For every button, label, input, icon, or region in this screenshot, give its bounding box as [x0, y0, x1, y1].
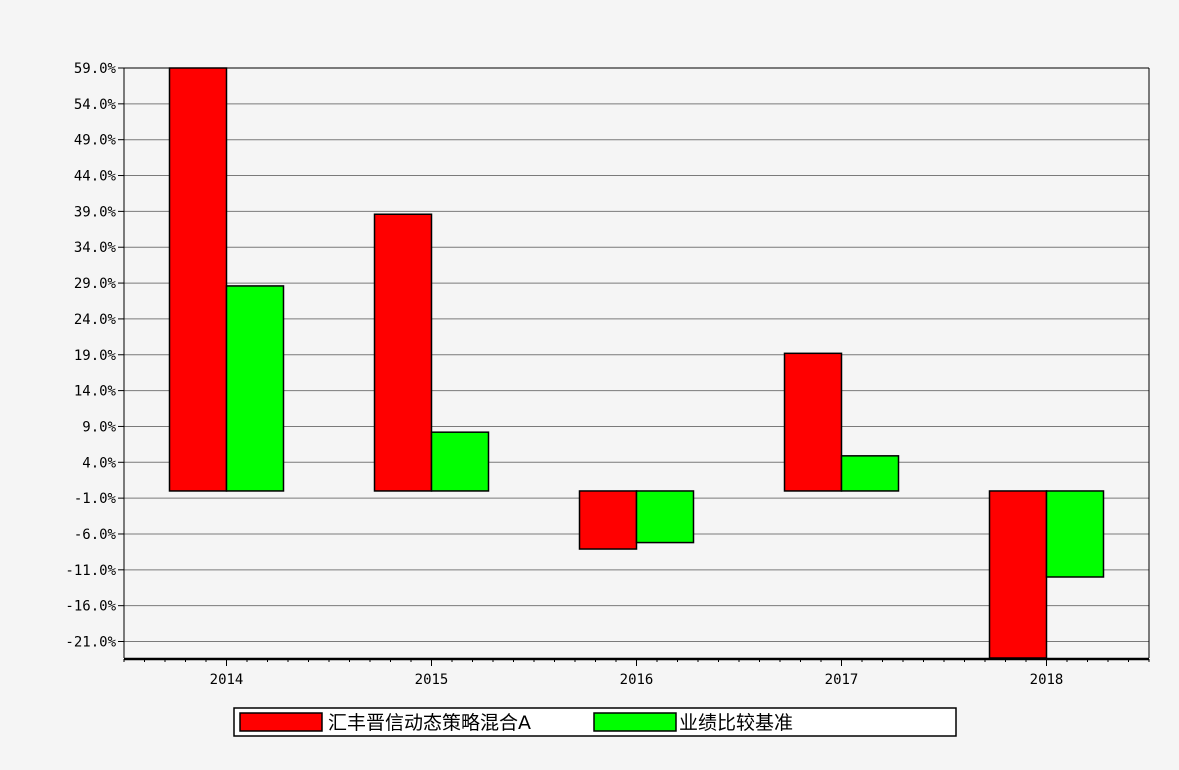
x-tick-label: 2017	[825, 672, 859, 688]
y-tick-label: -6.0%	[74, 527, 117, 543]
y-tick-label: 39.0%	[74, 204, 117, 220]
bar-benchmark-2015	[430, 431, 490, 492]
y-tick-label: 29.0%	[74, 276, 117, 292]
x-tick-label: 2016	[620, 672, 654, 688]
x-tick-label: 2015	[415, 672, 449, 688]
x-tick-label: 2018	[1030, 672, 1064, 688]
bar-fund-2018	[988, 490, 1048, 659]
y-tick-label: -16.0%	[65, 599, 116, 615]
x-axis-ticks: 2014 2015 2016 2017 2018	[123, 659, 1150, 688]
y-tick-label: 9.0%	[82, 419, 116, 435]
bar-fund-2017	[783, 352, 843, 492]
bar-benchmark-2018	[1045, 490, 1105, 578]
y-tick-label: -11.0%	[65, 563, 116, 579]
bars	[168, 67, 1105, 659]
y-tick-label: 59.0%	[74, 61, 117, 77]
x-tick-label: 2014	[210, 672, 244, 688]
bar-benchmark-2017	[840, 455, 900, 492]
y-tick-label: 44.0%	[74, 169, 117, 185]
y-tick-label: 54.0%	[74, 97, 117, 113]
y-tick-label: 19.0%	[74, 348, 117, 364]
y-tick-label: 24.0%	[74, 312, 117, 328]
legend-label-benchmark: 业绩比较基准	[679, 712, 793, 734]
legend-swatch-fund	[239, 712, 323, 732]
y-tick-label: 49.0%	[74, 133, 117, 149]
y-tick-label: 34.0%	[74, 240, 117, 256]
bar-benchmark-2014	[225, 285, 285, 492]
y-tick-label: 14.0%	[74, 384, 117, 400]
bar-fund-2015	[373, 213, 433, 492]
y-axis-ticks: 59.0% 54.0% 49.0% 44.0% 39.0% 34.0% 29.0% 24.0%…	[65, 61, 124, 651]
bar-benchmark-2016	[635, 490, 695, 544]
y-tick-label: -21.0%	[65, 635, 116, 651]
y-tick-label: 4.0%	[82, 455, 116, 471]
bar-fund-2016	[578, 490, 638, 550]
bar-fund-2014	[168, 67, 228, 492]
y-tick-label: -1.0%	[74, 491, 117, 507]
legend-swatch-benchmark	[593, 712, 677, 732]
legend-label-fund: 汇丰晋信动态策略混合A	[328, 712, 531, 734]
legend: 汇丰晋信动态策略混合A 业绩比较基准	[233, 707, 957, 737]
